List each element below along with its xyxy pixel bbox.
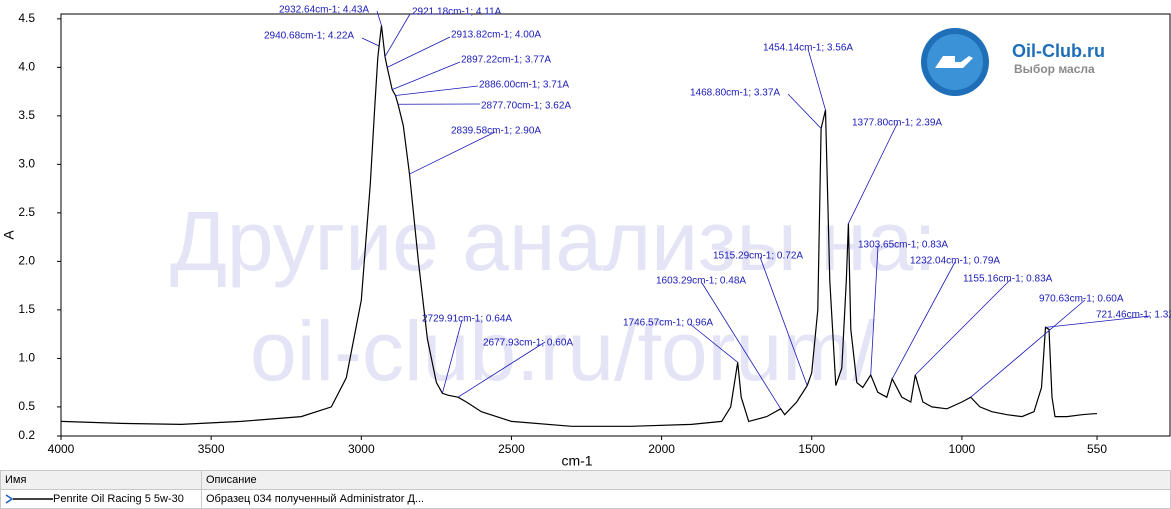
- logo: [921, 28, 989, 96]
- annotation-leader: [848, 123, 898, 224]
- table-row[interactable]: Penrite Oil Racing 5 5w-30 Образец 034 п…: [0, 489, 1171, 509]
- legend-swatch: [5, 494, 53, 504]
- y-tick-label: 0.5: [18, 399, 35, 413]
- y-tick-label: 3.0: [18, 157, 35, 171]
- annotation-leader: [759, 256, 808, 386]
- logo-title: Oil-Club.ru: [1012, 41, 1105, 61]
- y-tick-label: 1.5: [18, 302, 35, 316]
- table-header-cell[interactable]: Имя: [0, 470, 202, 490]
- annotation-leader: [376, 10, 382, 26]
- annotation-label: 2897.22cm-1; 3.77A: [461, 55, 551, 66]
- annotation-leader: [1045, 315, 1151, 328]
- annotation-label: 2839.58cm-1; 2.90A: [451, 126, 541, 137]
- annotation-label: 1468.80cm-1; 3.37A: [690, 88, 780, 99]
- x-tick-label: 3500: [198, 442, 225, 456]
- x-tick-label: 1000: [949, 442, 976, 456]
- annotation-label: 1155.16cm-1; 0.83A: [963, 274, 1053, 285]
- annotation-label: 2940.68cm-1; 4.22A: [264, 31, 354, 42]
- x-axis-label: cm-1: [561, 453, 592, 469]
- annotation-leader: [807, 48, 826, 111]
- annotation-leader: [787, 93, 822, 129]
- annotation-leader: [387, 36, 451, 68]
- annotation-label: 2677.93cm-1; 0.60A: [483, 338, 573, 349]
- annotation-leader: [384, 13, 411, 57]
- annotation-label: 2913.82cm-1; 4.00A: [451, 30, 541, 41]
- annotation-leader: [392, 61, 461, 91]
- annotation-label: 1303.65cm-1; 0.83A: [858, 240, 948, 251]
- annotation-label: 1515.29cm-1; 0.72A: [713, 251, 803, 262]
- table-cell: Образец 034 полученный Administrator Д..…: [201, 489, 1171, 509]
- spectrum-line: [60, 25, 1097, 427]
- annotation-label: 2932.64cm-1; 4.43A: [279, 5, 369, 16]
- y-axis-label: A: [1, 230, 17, 240]
- annotation-leader: [409, 131, 496, 175]
- annotation-label: 2921.18cm-1; 4.11A: [412, 7, 502, 18]
- annotation-leader: [891, 261, 956, 379]
- y-tick-label: 3.5: [18, 108, 35, 122]
- annotation-leader: [915, 279, 1011, 376]
- x-tick-label: 4000: [48, 442, 75, 456]
- x-tick-label: 2000: [648, 442, 675, 456]
- table-header: Имя Описание: [0, 470, 1171, 490]
- annotation-leader: [361, 37, 380, 47]
- legend-table: Имя Описание Penrite Oil Racing 5 5w-30 …: [0, 470, 1171, 509]
- annotation-leader: [442, 319, 463, 394]
- annotation-label: 1377.80cm-1; 2.39A: [852, 118, 942, 129]
- y-tick-label: 4.0: [18, 60, 35, 74]
- annotation-label: 1603.29cm-1; 0.48A: [656, 276, 746, 287]
- table-cell: Penrite Oil Racing 5 5w-30: [0, 489, 202, 509]
- annotation-label: 970.63cm-1; 0.60A: [1039, 294, 1124, 305]
- logo-subtitle: Выбор масла: [1014, 62, 1095, 76]
- annotation-label: 1454.14cm-1; 3.56A: [763, 43, 853, 54]
- logo-icon: [935, 56, 973, 68]
- watermark: oil-club.ru/forum/: [250, 304, 876, 398]
- series-name: Penrite Oil Racing 5 5w-30: [53, 493, 184, 505]
- chart: Другие анализы на: oil-club.ru/forum/ Oi…: [1, 5, 1171, 469]
- annotation-leader: [870, 245, 879, 375]
- x-tick-label: 550: [1087, 442, 1107, 456]
- annotation-label: 2886.00cm-1; 3.71A: [479, 80, 569, 91]
- y-tick-label: 4.5: [18, 11, 35, 25]
- x-tick-label: 2500: [498, 442, 525, 456]
- x-tick-label: 3000: [348, 442, 375, 456]
- watermark: Другие анализы на:: [170, 194, 937, 288]
- annotation-label: 1232.04cm-1; 0.79A: [910, 256, 1000, 267]
- annotation-label: 1746.57cm-1; 0.96A: [623, 318, 713, 329]
- annotation-leader: [457, 341, 546, 398]
- y-tick-label: 2.0: [18, 254, 35, 268]
- y-tick-label: 1.0: [18, 351, 35, 365]
- x-tick-label: 1500: [798, 442, 825, 456]
- annotation-leader: [701, 282, 782, 410]
- annotation-leader: [395, 85, 479, 96]
- y-tick-label: 0.2: [18, 428, 35, 442]
- annotation-label: 2729.91cm-1; 0.64A: [422, 314, 512, 325]
- annotation-label: 2877.70cm-1; 3.62A: [481, 101, 571, 112]
- annotation-label: 721.46cm-1; 1.32A: [1096, 310, 1171, 321]
- annotation-leader: [970, 299, 1086, 398]
- annotation-leader: [689, 323, 738, 363]
- table-header-cell[interactable]: Описание: [201, 470, 1171, 490]
- y-tick-label: 2.5: [18, 205, 35, 219]
- plot-frame: [60, 13, 1171, 437]
